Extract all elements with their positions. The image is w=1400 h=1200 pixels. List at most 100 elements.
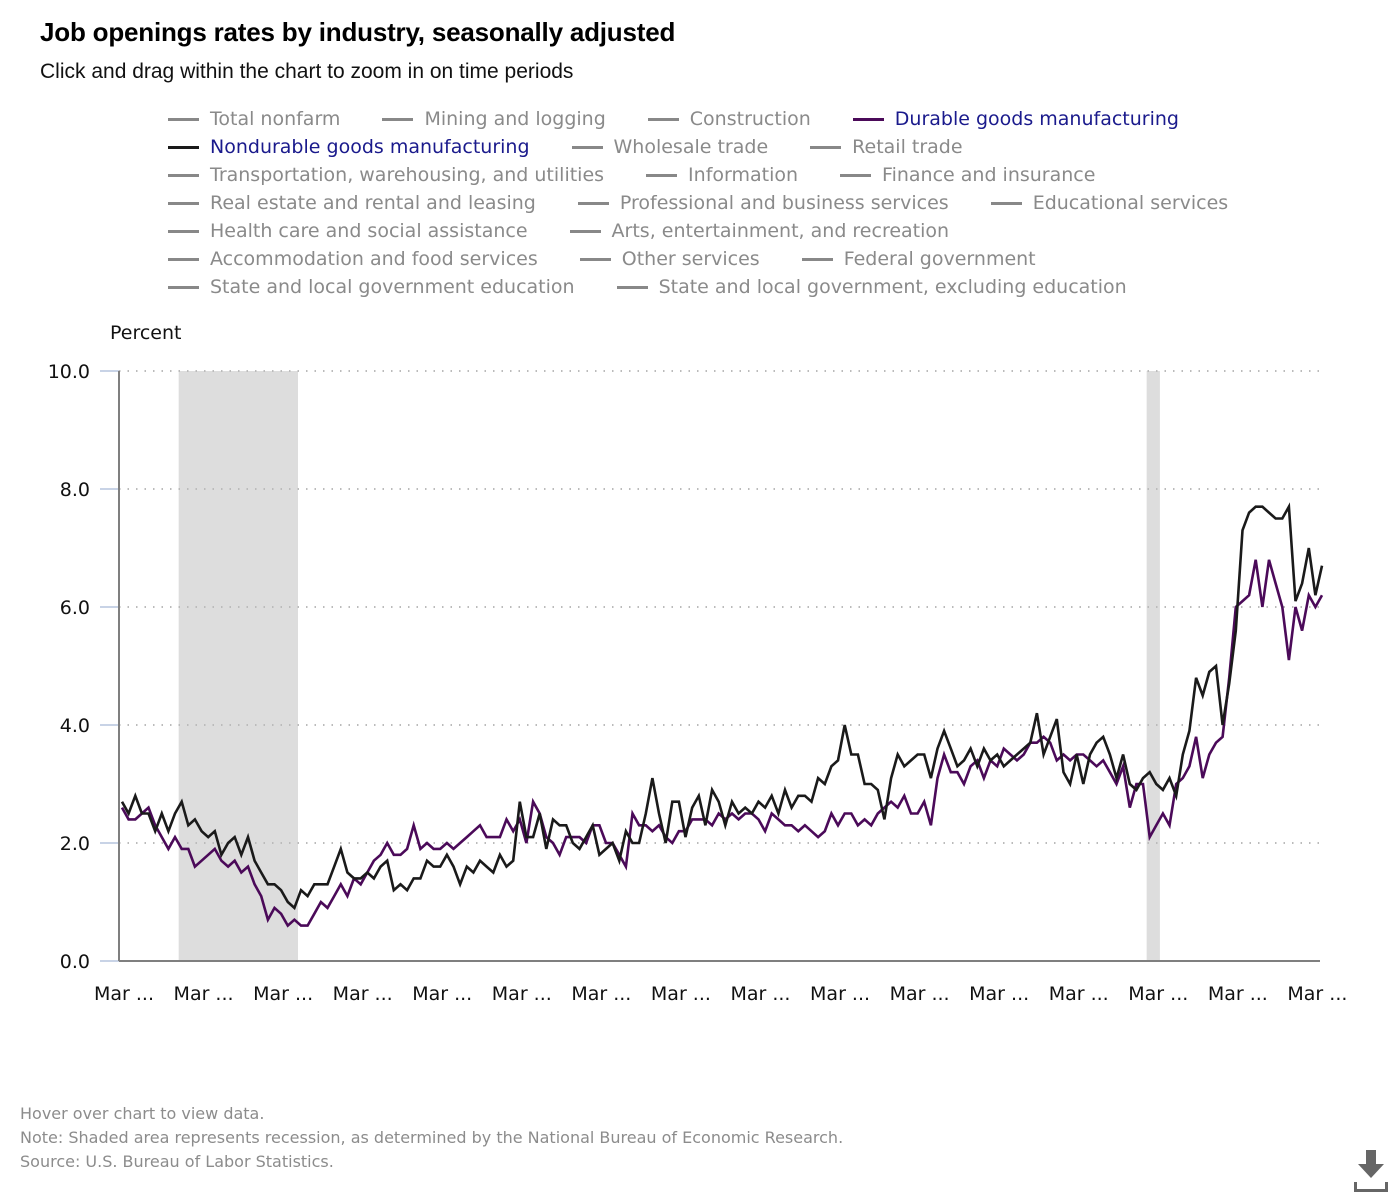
legend-swatch-icon (647, 117, 679, 121)
legend: Total nonfarm Mining and logging Construct… (168, 105, 1288, 301)
series-line-durable-goods-manufacturing[interactable] (120, 559, 1324, 928)
x-tick-label: Mar ... (1287, 983, 1347, 1005)
legend-item[interactable]: Mining and logging (382, 108, 606, 130)
x-tick-label: Mar ... (730, 983, 790, 1005)
legend-item[interactable]: Wholesale trade (571, 136, 769, 158)
legend-swatch-icon (168, 117, 199, 121)
legend-swatch-icon (577, 201, 609, 205)
x-tick-label: Mar ... (571, 983, 631, 1005)
y-tick-label: 8.0 (60, 479, 90, 501)
series-line-nondurable-goods-manufacturing[interactable] (120, 502, 1324, 911)
x-tick-label: Mar ... (969, 983, 1029, 1005)
legend-item[interactable]: State and local government, excluding ed… (616, 276, 1127, 298)
legend-item[interactable]: Construction (647, 108, 811, 130)
y-tick-label: 10.0 (48, 361, 90, 383)
legend-swatch-icon (646, 173, 678, 177)
legend-row: State and local government education Stat… (168, 273, 1288, 301)
legend-label: Durable goods manufacturing (894, 108, 1179, 130)
legend-label: Accommodation and food services (210, 248, 538, 270)
legend-swatch-icon (571, 145, 603, 149)
legend-item[interactable]: Professional and business services (577, 192, 949, 214)
y-tick-label: 0.0 (60, 951, 90, 973)
legend-swatch-icon (852, 117, 884, 121)
chart-title: Job openings rates by industry, seasonal… (40, 17, 676, 47)
legend-row: Health care and social assistance Arts, e… (168, 217, 1288, 245)
x-tick-label: Mar ... (1049, 983, 1109, 1005)
x-axis-ticks: Mar ... Mar ... Mar ... Mar ... Mar ... Mar .… (94, 983, 1347, 1005)
legend-label: Real estate and rental and leasing (210, 192, 536, 214)
legend-row: Transportation, warehousing, and utiliti… (168, 161, 1288, 189)
legend-swatch-icon (168, 257, 199, 261)
legend-label: Federal government (843, 248, 1036, 270)
x-tick-label: Mar ... (492, 983, 552, 1005)
legend-item[interactable]: Nondurable goods manufacturing (168, 136, 530, 158)
y-axis-ticks: 0.0 2.0 4.0 6.0 8.0 10.0 (48, 361, 119, 973)
legend-item[interactable]: Arts, entertainment, and recreation (569, 220, 950, 242)
legend-swatch-icon (168, 285, 199, 289)
legend-swatch-icon (616, 285, 648, 289)
line-chart[interactable]: Percent 0.02.04.06.08.010.0 Mar ... Mar .… (0, 300, 1400, 1020)
legend-item[interactable]: Accommodation and food services (168, 248, 538, 270)
footer-notes: Hover over chart to view data. Note: Sha… (20, 1102, 843, 1174)
recession-shading (178, 371, 1160, 961)
download-button[interactable] (1352, 1150, 1392, 1194)
x-tick-label: Mar ... (253, 983, 313, 1005)
legend-label: Arts, entertainment, and recreation (611, 220, 950, 242)
x-tick-label: Mar ... (1208, 983, 1268, 1005)
x-tick-label: Mar ... (1128, 983, 1188, 1005)
legend-swatch-icon (990, 201, 1022, 205)
source-note: Source: U.S. Bureau of Labor Statistics. (20, 1152, 334, 1171)
legend-item[interactable]: Total nonfarm (168, 108, 340, 130)
legend-item[interactable]: Information (646, 164, 798, 186)
legend-item[interactable]: State and local government education (168, 276, 575, 298)
legend-item[interactable]: Finance and insurance (840, 164, 1095, 186)
legend-label: Nondurable goods manufacturing (210, 136, 530, 158)
gridlines (119, 370, 1320, 844)
legend-row: Real estate and rental and leasing Profes… (168, 189, 1288, 217)
legend-label: Finance and insurance (882, 164, 1096, 186)
y-tick-label: 4.0 (60, 715, 90, 737)
legend-swatch-icon (810, 145, 842, 149)
legend-item[interactable]: Federal government (801, 248, 1036, 270)
legend-item[interactable]: Durable goods manufacturing (852, 108, 1179, 130)
legend-label: Transportation, warehousing, and utiliti… (210, 164, 605, 186)
legend-swatch-icon (801, 257, 833, 261)
legend-label: Total nonfarm (210, 108, 341, 130)
legend-item[interactable]: Transportation, warehousing, and utiliti… (168, 164, 604, 186)
recession-note: Note: Shaded area represents recession, … (20, 1128, 844, 1147)
chart-subtitle: Click and drag within the chart to zoom … (40, 60, 574, 83)
legend-swatch-icon (569, 229, 601, 233)
legend-label: State and local government education (210, 276, 575, 298)
legend-swatch-icon (382, 117, 414, 121)
legend-label: Educational services (1032, 192, 1229, 214)
recession-band (178, 371, 299, 961)
legend-label: Wholesale trade (613, 136, 769, 158)
legend-swatch-icon (168, 201, 199, 205)
legend-item[interactable]: Educational services (990, 192, 1229, 214)
legend-label: Mining and logging (424, 108, 606, 130)
x-tick-label: Mar ... (412, 983, 472, 1005)
legend-swatch-icon (168, 173, 199, 177)
recession-band (1146, 371, 1160, 961)
legend-label: Information (688, 164, 799, 186)
legend-label: Construction (689, 108, 811, 130)
legend-row: Accommodation and food services Other ser… (168, 245, 1288, 273)
legend-label: Other services (621, 248, 760, 270)
hover-note: Hover over chart to view data. (20, 1104, 265, 1123)
legend-item[interactable]: Health care and social assistance (168, 220, 528, 242)
y-tick-label: 2.0 (60, 833, 90, 855)
legend-item[interactable]: Real estate and rental and leasing (168, 192, 536, 214)
legend-label: Retail trade (852, 136, 963, 158)
legend-swatch-icon (579, 257, 611, 261)
legend-label: Professional and business services (619, 192, 949, 214)
x-tick-label: Mar ... (94, 983, 154, 1005)
legend-item[interactable]: Other services (579, 248, 760, 270)
legend-item[interactable]: Retail trade (810, 136, 963, 158)
legend-row: Nondurable goods manufacturing Wholesale … (168, 133, 1288, 161)
legend-swatch-icon (168, 229, 199, 233)
legend-label: State and local government, excluding ed… (658, 276, 1127, 298)
legend-label: Health care and social assistance (210, 220, 528, 242)
x-tick-label: Mar ... (333, 983, 393, 1005)
legend-row: Total nonfarm Mining and logging Construct… (168, 105, 1288, 133)
legend-swatch-icon (168, 145, 199, 149)
